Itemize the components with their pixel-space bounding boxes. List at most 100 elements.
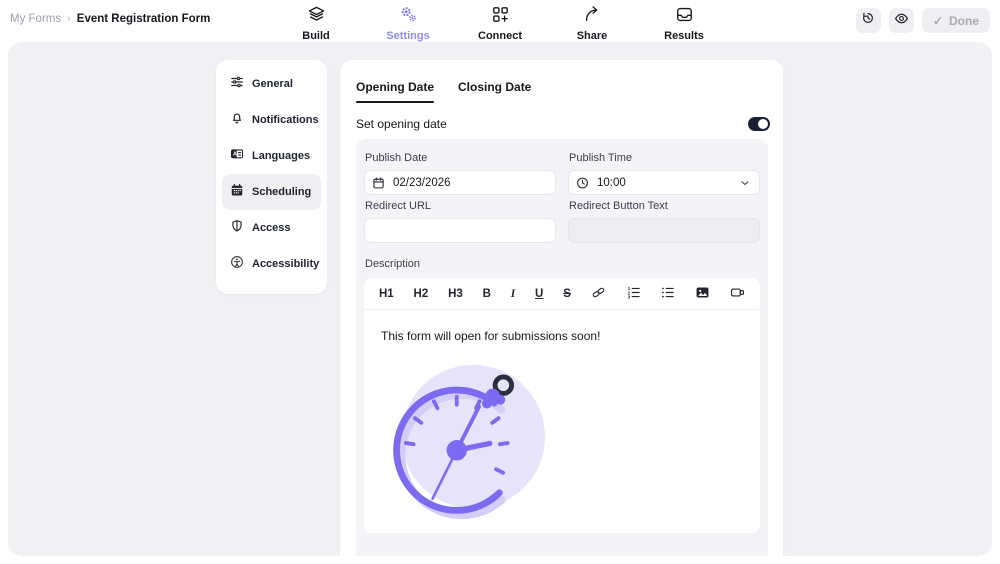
redirect-button-text-label: Redirect Button Text [569,200,668,212]
set-opening-date-toggle[interactable] [748,117,770,131]
history-icon [861,11,875,30]
tab-opening-date[interactable]: Opening Date [356,80,435,103]
set-opening-date-row: Set opening date [340,117,783,131]
heading1-button[interactable]: H1 [379,287,394,300]
redirect-url-group: Redirect URL [364,195,556,243]
date-tabs: Opening Date Closing Date [340,60,783,103]
scheduling-panel: Opening Date Closing Date Set opening da… [340,60,783,556]
calendar-icon [230,183,244,202]
description-text: This form will open for submissions soon… [381,329,601,343]
publish-date-label: Publish Date [365,152,428,164]
header-actions: ✓ Done [855,8,990,33]
ordered-list-button[interactable]: 1 2 3 [626,285,641,303]
shield-icon [230,219,244,238]
nav-build[interactable]: Build [290,5,342,42]
check-icon: ✓ [932,13,943,28]
link-icon [591,285,606,303]
history-button[interactable] [855,8,881,33]
top-bar: My Forms › Event Registration Form Build [0,0,1000,42]
heading2-button[interactable]: H2 [413,287,429,300]
unordered-list-icon [660,285,675,303]
description-editor: H1 H2 H3 B I U S [364,278,760,533]
publish-time-label: Publish Time [569,152,632,164]
breadcrumb: My Forms › Event Registration Form [10,13,210,25]
sidebar-item-notifications[interactable]: Notifications [222,102,321,138]
publish-date-group: Publish Date [364,147,556,195]
share-arrow-icon [583,5,602,29]
sidebar-item-label: Scheduling [252,186,312,198]
nav-connect-label: Connect [478,30,522,42]
sidebar-item-scheduling[interactable]: Scheduling [222,174,321,210]
nav-results-label: Results [664,30,704,42]
tab-closing-date[interactable]: Closing Date [458,80,532,94]
svg-text:3: 3 [627,294,630,299]
link-button[interactable] [591,285,606,303]
ordered-list-icon: 1 2 3 [626,285,641,303]
heading3-button[interactable]: H3 [448,287,463,300]
publish-date-input[interactable] [364,170,556,195]
sidebar-item-label: Languages [252,150,311,162]
nav-results[interactable]: Results [658,5,710,42]
calendar-small-icon [372,176,385,189]
redirect-url-input[interactable] [364,218,556,243]
publish-time-select[interactable] [568,170,760,195]
video-icon [730,285,745,303]
accessibility-icon [230,255,244,274]
layers-icon [307,5,326,29]
nav-connect[interactable]: Connect [474,5,526,42]
grid-plus-icon [491,5,510,29]
sidebar-item-general[interactable]: General [222,66,321,102]
sidebar-item-languages[interactable]: A Languages [222,138,321,174]
svg-text:1: 1 [627,286,630,291]
set-opening-date-label: Set opening date [356,117,447,131]
gears-icon [399,5,418,29]
sidebar-item-accessibility[interactable]: Accessibility [222,246,321,282]
italic-button[interactable]: I [510,287,516,300]
nav-share[interactable]: Share [566,5,618,42]
redirect-url-label: Redirect URL [365,200,432,212]
clock-small-icon [576,176,589,189]
sidebar-item-label: Notifications [252,114,319,126]
underline-button[interactable]: U [535,287,544,300]
bell-icon [230,111,244,130]
svg-text:A: A [233,151,237,157]
settings-workspace: General Notifications A [8,42,992,556]
breadcrumb-current-page: Event Registration Form [76,13,211,25]
stopwatch-illustration [383,359,743,527]
sliders-icon [230,75,244,94]
insert-image-button[interactable] [695,285,710,303]
sidebar-item-label: Access [252,222,291,234]
done-button-label: Done [949,13,979,28]
nav-build-label: Build [302,30,330,42]
chevron-down-icon[interactable] [739,177,751,189]
sidebar-item-label: General [252,78,293,90]
nav-share-label: Share [576,30,608,42]
breadcrumb-separator-icon: › [67,13,71,25]
breadcrumb-my-forms[interactable]: My Forms [10,13,62,25]
nav-settings[interactable]: Settings [382,5,434,42]
eye-icon [894,11,909,31]
translate-card-icon: A [230,147,244,166]
insert-video-button[interactable] [730,285,745,303]
rich-text-toolbar: H1 H2 H3 B I U S [364,278,760,310]
sidebar-item-label: Accessibility [252,258,320,270]
sidebar-item-access[interactable]: Access [222,210,321,246]
redirect-button-text-group: Redirect Button Text [568,195,760,243]
toggle-knob [758,119,768,129]
svg-text:2: 2 [627,290,630,295]
image-icon [695,285,710,303]
strikethrough-button[interactable]: S [563,287,571,300]
description-content[interactable]: This form will open for submissions soon… [364,310,760,527]
preview-button[interactable] [888,8,914,33]
opening-date-settings: Publish Date Publish Time [356,139,768,556]
nav-settings-label: Settings [386,30,430,42]
unordered-list-button[interactable] [660,285,675,303]
done-button[interactable]: ✓ Done [921,8,990,33]
main-nav: Build Settings [0,0,1000,42]
redirect-button-text-input[interactable] [568,218,760,243]
inbox-icon [675,5,694,29]
publish-time-group: Publish Time [568,147,760,195]
description-label: Description [365,258,421,270]
bold-button[interactable]: B [482,287,491,300]
